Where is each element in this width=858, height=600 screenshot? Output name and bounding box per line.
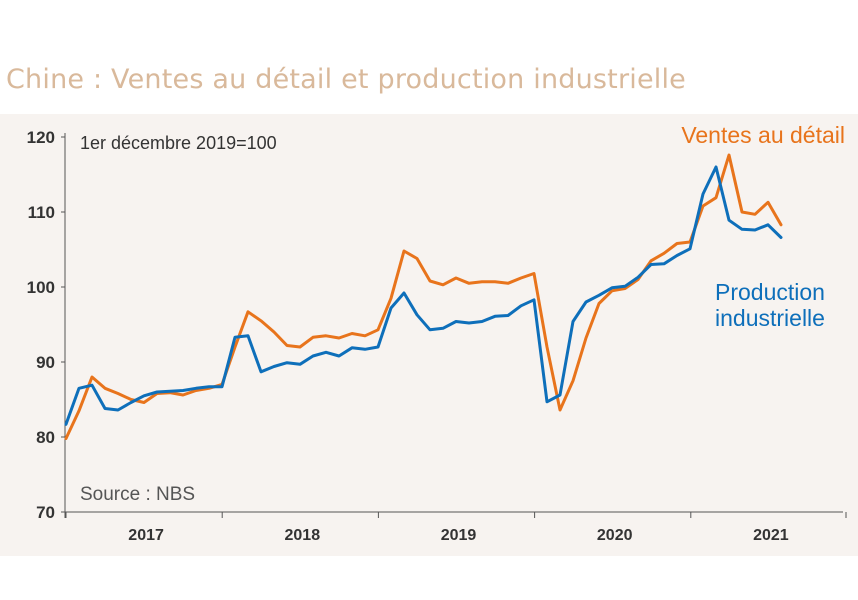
x-tick-label: 2017 xyxy=(128,527,164,544)
y-tick-label: 80 xyxy=(36,428,55,447)
series-line-industrial xyxy=(64,165,783,426)
series-layer xyxy=(64,153,783,440)
legend-label-retail: Ventes au détail xyxy=(681,122,845,148)
y-tick-label: 120 xyxy=(27,128,55,147)
x-tick-label: 2019 xyxy=(441,527,477,544)
x-tick-label: 2020 xyxy=(597,527,633,544)
y-tick-label: 90 xyxy=(36,353,55,372)
series-line-retail xyxy=(64,153,783,440)
x-tick-label: 2018 xyxy=(285,527,321,544)
chart-panel xyxy=(0,114,858,556)
y-tick-label: 70 xyxy=(36,503,55,522)
legend-label-industrial-line: industrielle xyxy=(715,305,825,331)
source-note: Source : NBS xyxy=(80,484,195,505)
x-tick-label: 2021 xyxy=(753,527,789,544)
index-note: 1er décembre 2019=100 xyxy=(80,133,277,153)
y-tick-label: 110 xyxy=(28,203,55,222)
axis-layer: 70 80 90 100 110 120 2017 2018 2019 2020 2021 xyxy=(27,128,847,544)
y-tick-label: 100 xyxy=(27,278,55,297)
page-title: Chine : Ventes au détail et production i… xyxy=(6,64,686,95)
legend-label-industrial-line: Production xyxy=(715,279,825,305)
